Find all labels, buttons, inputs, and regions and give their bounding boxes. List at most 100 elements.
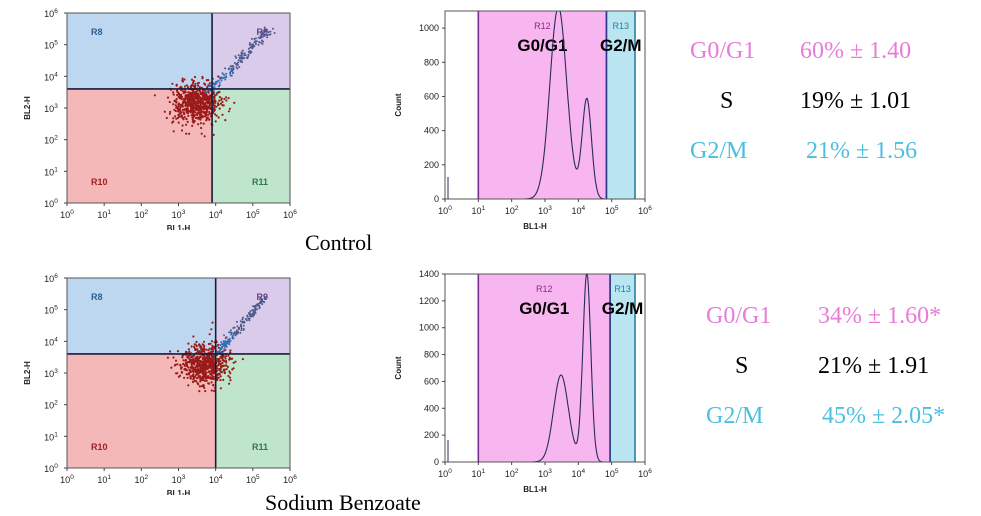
y-tick-label: 106: [44, 273, 58, 284]
event-dot: [218, 99, 221, 102]
x-tick-label: 100: [438, 205, 452, 216]
event-dot: [214, 120, 217, 123]
event-dot: [228, 107, 231, 110]
event-dot: [171, 82, 174, 85]
event-dot: [248, 42, 251, 45]
x-tick-label: 103: [172, 209, 186, 220]
region-phase-label: G0/G1: [519, 299, 569, 318]
event-dot: [255, 40, 258, 43]
event-dot: [252, 44, 255, 47]
event-dot: [200, 106, 203, 109]
event-dot: [241, 57, 244, 60]
region-phase-label: G2/M: [602, 299, 644, 318]
event-dot: [188, 132, 191, 135]
event-dot: [202, 97, 205, 100]
event-dot: [172, 93, 175, 96]
event-dot: [234, 331, 236, 334]
event-dot: [273, 32, 276, 34]
x-tick-label: 101: [97, 209, 111, 220]
event-dot: [181, 77, 184, 80]
x-tick-label: 101: [472, 205, 486, 216]
event-dot: [263, 34, 266, 37]
event-dot: [192, 354, 195, 357]
event-dot: [222, 355, 225, 358]
event-dot: [199, 118, 202, 121]
event-dot: [218, 350, 221, 352]
event-dot: [185, 95, 188, 98]
y-tick-label: 800: [424, 57, 439, 67]
event-dot: [163, 110, 166, 113]
event-dot: [197, 350, 200, 353]
event-dot: [177, 114, 180, 117]
event-dot: [254, 37, 257, 40]
event-dot: [205, 348, 208, 351]
event-dot: [216, 104, 220, 107]
y-tick-label: 800: [424, 350, 439, 360]
event-dot: [193, 119, 196, 122]
event-dot: [200, 126, 203, 130]
event-dot: [203, 375, 206, 378]
event-dot: [259, 298, 262, 301]
event-dot: [196, 363, 199, 366]
event-dot: [250, 45, 253, 48]
control-s-value: 19% ± 1.01: [800, 88, 912, 114]
event-dot: [191, 124, 194, 127]
event-dot: [187, 348, 190, 351]
region-label-r9: R9: [256, 292, 268, 302]
event-dot: [204, 390, 207, 393]
x-tick-label: 104: [572, 468, 586, 479]
event-dot: [192, 380, 195, 384]
event-dot: [217, 360, 220, 363]
event-dot: [192, 97, 196, 100]
event-dot: [217, 75, 220, 78]
event-dot: [205, 104, 208, 107]
event-dot: [239, 60, 242, 63]
event-dot: [235, 320, 238, 323]
y-tick-label: 104: [44, 336, 58, 347]
event-dot: [193, 100, 196, 103]
y-axis-label: Count: [394, 93, 403, 116]
x-tick-label: 104: [572, 205, 586, 216]
event-dot: [185, 363, 188, 366]
event-dot: [206, 116, 209, 119]
event-dot: [206, 100, 209, 103]
y-tick-label: 600: [424, 91, 439, 101]
event-dot: [239, 331, 242, 334]
event-dot: [186, 361, 189, 364]
event-dot: [229, 339, 232, 342]
event-dot: [185, 369, 188, 372]
region-name-r13: R13: [612, 21, 629, 31]
event-dot: [243, 57, 246, 60]
event-dot: [187, 91, 190, 94]
event-dot: [225, 340, 228, 343]
event-dot: [251, 309, 254, 312]
event-dot: [199, 96, 202, 99]
event-dot: [201, 369, 204, 372]
event-dot: [186, 373, 189, 376]
event-dot: [200, 132, 203, 135]
x-tick-label: 106: [638, 468, 652, 479]
event-dot: [242, 324, 245, 327]
event-dot: [188, 357, 191, 360]
event-dot: [191, 362, 194, 365]
event-dot: [199, 90, 202, 93]
event-dot: [179, 106, 182, 109]
event-dot: [187, 366, 190, 369]
event-dot: [213, 368, 216, 371]
event-dot: [206, 366, 209, 369]
event-dot: [176, 116, 179, 120]
event-dot: [257, 43, 260, 46]
event-dot: [185, 123, 188, 126]
y-tick-label: 200: [424, 160, 439, 170]
event-dot: [202, 122, 205, 125]
event-dot: [228, 331, 231, 334]
event-dot: [192, 92, 195, 95]
event-dot: [230, 332, 233, 334]
benzoate-g0g1-phase: G0/G1: [706, 303, 772, 329]
event-dot: [186, 120, 189, 123]
region-label-r10: R10: [91, 177, 108, 187]
event-dot: [207, 79, 210, 82]
event-dot: [220, 98, 223, 101]
event-dot: [224, 348, 227, 351]
y-tick-label: 101: [44, 431, 58, 442]
